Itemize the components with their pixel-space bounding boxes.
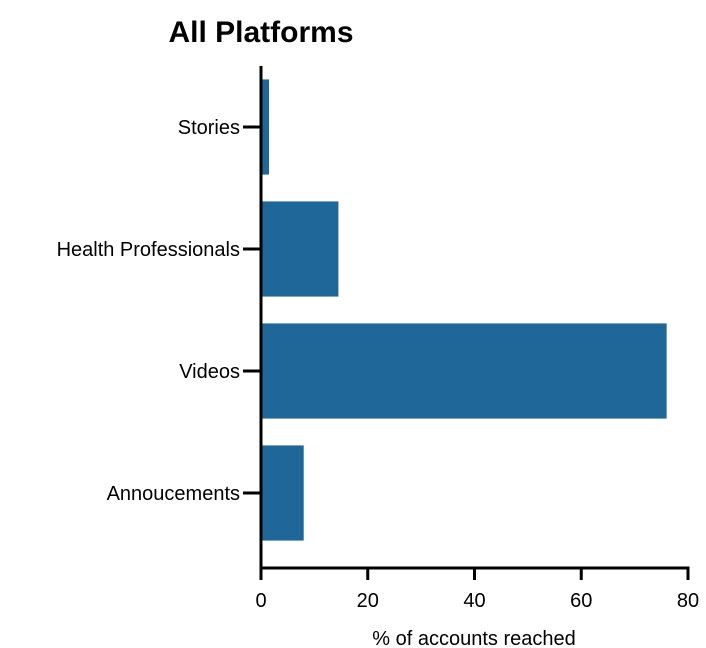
chart-title: All Platforms bbox=[168, 16, 353, 49]
y-tick-label: Videos bbox=[179, 361, 240, 383]
y-axis: Annoucements Videos Health Professionals St… bbox=[57, 66, 263, 570]
bar-annoucements bbox=[261, 445, 304, 541]
x-tick-label: 20 bbox=[357, 590, 379, 612]
y-tick-label: Health Professionals bbox=[57, 239, 240, 261]
bar-stories bbox=[261, 79, 270, 175]
y-tick-label: Annoucements bbox=[107, 483, 240, 505]
x-tick-label: 60 bbox=[570, 590, 592, 612]
x-axis: 0 20 40 60 80 bbox=[255, 566, 699, 612]
x-tick-label: 40 bbox=[463, 590, 485, 612]
bar-health-professionals bbox=[261, 201, 339, 297]
bar-videos bbox=[261, 323, 667, 419]
x-tick-label: 80 bbox=[677, 590, 699, 612]
bars-layer bbox=[261, 79, 667, 541]
x-tick-label: 0 bbox=[255, 590, 266, 612]
y-tick-label: Stories bbox=[178, 117, 240, 139]
x-axis-label: % of accounts reached bbox=[372, 628, 575, 648]
